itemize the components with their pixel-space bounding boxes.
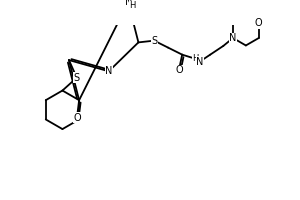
Text: N: N (229, 33, 237, 43)
Text: N: N (229, 33, 237, 43)
Text: H: H (129, 1, 136, 10)
Text: O: O (74, 113, 81, 123)
Text: S: S (151, 36, 157, 46)
Text: O: O (255, 18, 262, 28)
Text: O: O (176, 65, 183, 75)
Text: S: S (74, 73, 80, 83)
Text: H: H (192, 54, 199, 63)
Text: N: N (125, 0, 133, 7)
Text: N: N (105, 66, 112, 76)
Text: N: N (196, 57, 203, 67)
